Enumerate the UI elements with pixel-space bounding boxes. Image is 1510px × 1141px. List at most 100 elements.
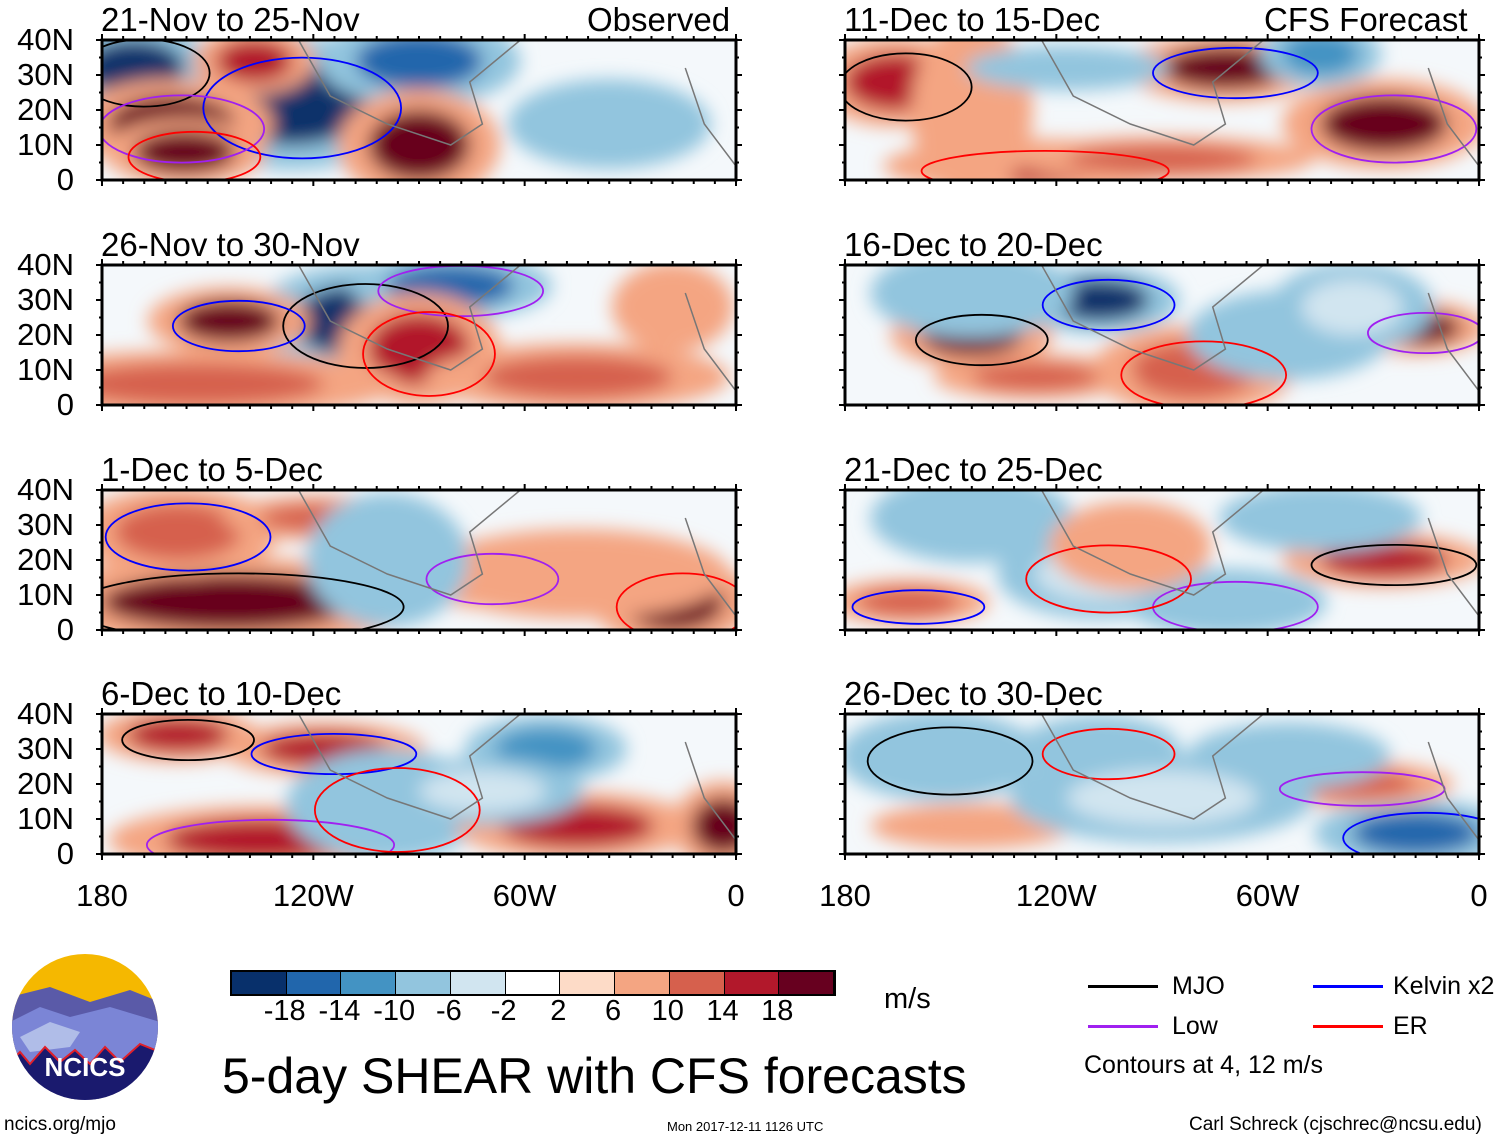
shear-map-panel <box>839 484 1485 636</box>
wave-contour <box>1152 46 1319 100</box>
lat-tick-label: 0 <box>56 387 74 422</box>
wave-contour <box>425 552 560 606</box>
panel-title: 16-Dec to 20-Dec <box>844 226 1103 263</box>
shear-anomaly-area <box>114 504 242 560</box>
colorbar-swatch <box>396 972 451 994</box>
shear-anomaly-area <box>482 546 673 602</box>
legend-label-low: Low <box>1172 1012 1218 1040</box>
wave-contour <box>250 732 418 776</box>
coastline <box>297 714 521 820</box>
shear-map-panel <box>839 34 1485 186</box>
shear-anomaly-area <box>1003 54 1131 82</box>
lon-tick-label: 60W <box>492 878 557 913</box>
lon-tick-label: 120W <box>272 878 354 913</box>
lat-tick-label: 40N <box>17 696 74 731</box>
wave-contour <box>914 313 1049 367</box>
lat-tick-label: 30N <box>17 507 74 542</box>
wave-contour <box>1041 727 1176 781</box>
panel-title: 21-Dec to 25-Dec <box>844 451 1103 488</box>
wave-contour <box>127 130 262 180</box>
wave-contour <box>1310 94 1478 164</box>
shear-anomaly-area <box>419 770 546 812</box>
colorbar-label: 14 <box>706 995 739 1027</box>
coastline <box>1040 714 1264 820</box>
ncics-logo: NCICS <box>12 954 158 1100</box>
shear-anomaly-area <box>634 279 711 335</box>
colorbar-swatch <box>341 972 397 994</box>
wave-contour <box>1342 811 1479 854</box>
cfs-forecast-label: CFS Forecast <box>1264 1 1468 38</box>
colorbar <box>230 970 836 996</box>
coastline <box>1427 517 1479 617</box>
legend-line-kelvin <box>1313 985 1383 988</box>
legend-label-kelvin: Kelvin x2 <box>1393 972 1495 1000</box>
lat-tick-label: 0 <box>56 162 74 197</box>
lat-tick-label: 10N <box>17 577 74 612</box>
shear-anomaly-area <box>482 356 673 398</box>
lat-tick-label: 30N <box>17 731 74 766</box>
colorbar-label: 10 <box>651 995 684 1027</box>
panel-title: 21-Nov to 25-Nov <box>101 1 360 38</box>
coastline <box>297 40 521 146</box>
wave-contour <box>1367 311 1479 355</box>
shear-anomaly-area <box>908 265 1036 321</box>
lon-tick-label: 60W <box>1235 878 1300 913</box>
shear-anomaly-area <box>1301 279 1403 335</box>
wave-contour <box>146 818 395 854</box>
colorbar-label: 18 <box>761 995 794 1027</box>
shear-anomaly-area <box>971 363 1099 391</box>
shear-anomaly-area <box>1320 543 1448 577</box>
shear-anomaly-area <box>1162 47 1289 89</box>
panel-title: 1-Dec to 5-Dec <box>101 451 323 488</box>
colorbar-label: -2 <box>490 995 517 1027</box>
wave-contour <box>313 767 481 853</box>
colorbar-label: -10 <box>373 995 416 1027</box>
shear-map-panel <box>96 708 742 860</box>
contour-note: Contours at 4, 12 m/s <box>1084 1051 1324 1079</box>
lon-tick-label: 0 <box>727 878 745 913</box>
figure-title: 5-day SHEAR with CFS forecasts <box>222 1048 967 1104</box>
wave-contour <box>1041 278 1176 332</box>
coastline <box>1040 265 1264 371</box>
lat-tick-label: 20N <box>17 542 74 577</box>
coastline <box>684 67 736 167</box>
shear-anomaly-area <box>368 110 470 180</box>
shear-map-panel <box>839 708 1485 860</box>
shear-anomaly-area <box>545 96 673 152</box>
colorbar-label: -18 <box>263 995 306 1027</box>
footer-url: ncics.org/mjo <box>4 1114 116 1135</box>
coastline <box>1040 40 1264 146</box>
colorbar-label: 6 <box>605 995 622 1027</box>
colorbar-label: -14 <box>318 995 361 1027</box>
panel-title: 11-Dec to 15-Dec <box>844 1 1101 38</box>
lat-tick-label: 40N <box>17 472 74 507</box>
lat-tick-label: 20N <box>17 766 74 801</box>
wave-contour <box>851 589 986 625</box>
shear-anomaly-area <box>178 300 280 342</box>
colorbar-units: m/s <box>884 983 931 1015</box>
coastline <box>684 517 736 617</box>
legend-label-er: ER <box>1393 1012 1428 1040</box>
coastline <box>1427 292 1479 392</box>
wave-contour <box>102 40 211 108</box>
colorbar-swatch <box>724 972 780 994</box>
wave-contour <box>920 149 1170 180</box>
shear-anomaly-area <box>908 490 1036 546</box>
wave-contour <box>1025 544 1192 614</box>
footer-timestamp: Mon 2017-12-11 1126 UTC <box>667 1119 824 1134</box>
coastline <box>1427 67 1479 167</box>
wave-contour <box>362 311 496 397</box>
colorbar-swatch <box>450 972 506 994</box>
shear-anomaly-area <box>1320 96 1448 152</box>
panel-title: 6-Dec to 10-Dec <box>101 675 342 712</box>
shear-anomaly-area <box>1066 770 1258 826</box>
observed-label: Observed <box>587 1 731 38</box>
shear-anomaly-area <box>1282 40 1359 75</box>
colorbar-swatch <box>232 972 287 994</box>
lat-tick-label: 10N <box>17 352 74 387</box>
legend-label-mjo: MJO <box>1172 972 1225 1000</box>
lon-tick-label: 180 <box>819 878 871 913</box>
shear-anomaly-area <box>133 131 236 173</box>
lat-tick-label: 20N <box>17 317 74 352</box>
